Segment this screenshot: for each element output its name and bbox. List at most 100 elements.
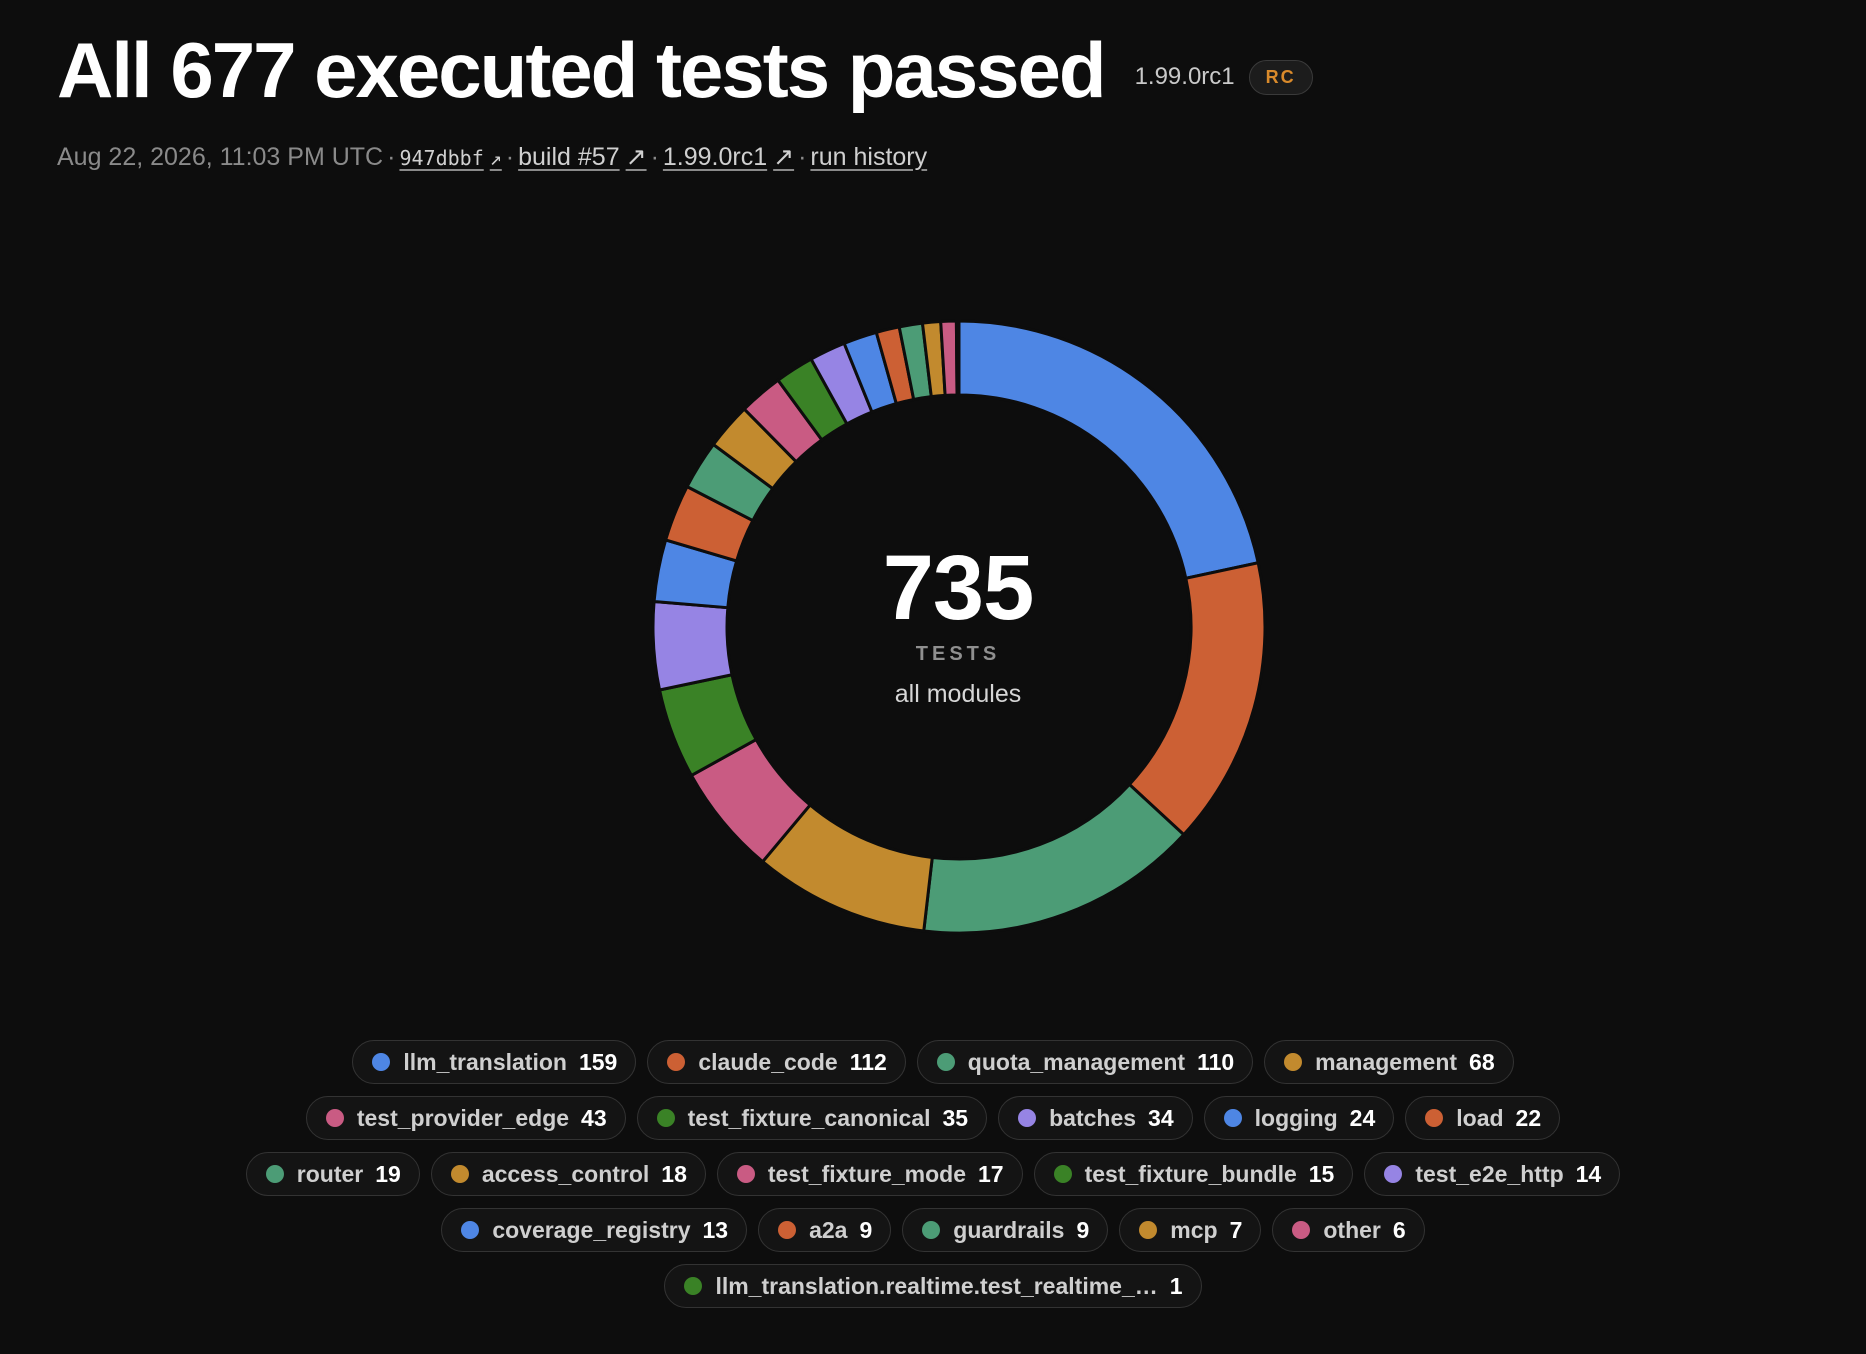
run-history-link[interactable]: run history [810, 143, 928, 171]
donut-segment-other[interactable] [939, 319, 959, 398]
legend-module-count: 9 [859, 1216, 873, 1243]
donut-segment-guardrails[interactable] [897, 321, 933, 402]
legend-row: coverage_registry 13 a2a 9 guardrails 9 mcp 7 ot… [441, 1208, 1425, 1252]
commit-link[interactable]: 947dbbf ↗ [399, 146, 501, 170]
legend-chip[interactable]: test_fixture_mode 17 [716, 1152, 1023, 1196]
donut-segment-access-control[interactable] [711, 406, 799, 491]
build-link[interactable]: build #57 ↗ [518, 142, 646, 172]
legend-module-name: mcp [1170, 1216, 1218, 1243]
commit-hash: 947dbbf [399, 146, 484, 170]
legend-module-count: 19 [375, 1160, 401, 1187]
legend-chip[interactable]: access_control 18 [430, 1152, 706, 1196]
legend-module-count: 17 [978, 1160, 1004, 1187]
version-label: 1.99.0rc1 [1134, 63, 1235, 90]
legend-chip[interactable]: test_e2e_http 14 [1364, 1152, 1621, 1196]
legend-color-dot [450, 1165, 469, 1183]
legend-module-count: 1 [1169, 1272, 1183, 1299]
legend-module-count: 43 [581, 1104, 607, 1131]
legend-color-dot [936, 1053, 955, 1071]
legend-color-dot [656, 1109, 675, 1127]
legend-module-count: 15 [1308, 1160, 1335, 1187]
legend-module-name: access_control [481, 1160, 650, 1187]
legend-chip[interactable]: test_fixture_bundle 15 [1033, 1152, 1354, 1196]
legend-module-count: 14 [1575, 1160, 1602, 1187]
donut-segment-load[interactable] [663, 484, 755, 563]
rc-badge: RC [1248, 59, 1313, 95]
legend-chip[interactable]: management 68 [1264, 1040, 1514, 1084]
legend-module-name: test_fixture_bundle [1084, 1160, 1297, 1187]
total-scope: all modules [894, 680, 1022, 708]
legend-chip[interactable]: quota_management 110 [916, 1040, 1254, 1084]
donut-segment-test-fixture-bundle[interactable] [775, 357, 849, 442]
legend-module-name: management [1315, 1048, 1458, 1075]
module-legend: llm_translation 159 claude_code 112 quota_ma… [200, 1040, 1666, 1308]
legend-color-dot [1139, 1221, 1158, 1239]
legend-module-count: 13 [702, 1216, 729, 1243]
legend-color-dot [461, 1221, 480, 1239]
legend-module-name: test_fixture_canonical [687, 1104, 931, 1131]
legend-color-dot [667, 1053, 686, 1071]
donut-segment-test-fixture-canonical[interactable] [657, 672, 759, 778]
page-title: All 677 executed tests passed [57, 26, 1107, 114]
legend-color-dot [736, 1165, 755, 1183]
legend-module-name: llm_translation.realtime.test_realtime_… [715, 1272, 1158, 1299]
legend-chip[interactable]: llm_translation.realtime.test_realtime_…… [664, 1264, 1202, 1308]
legend-chip[interactable]: llm_translation 159 [352, 1040, 637, 1084]
legend-module-name: guardrails [953, 1216, 1065, 1243]
donut-segment-batches[interactable] [651, 599, 734, 692]
legend-module-name: coverage_registry [492, 1216, 691, 1243]
release-label: 1.99.0rc1 [662, 143, 768, 171]
donut-segment-test-provider-edge[interactable] [689, 737, 813, 864]
legend-module-count: 9 [1076, 1216, 1090, 1243]
donut-segment-claude-code[interactable] [1127, 560, 1267, 837]
donut-segment-quota-management[interactable] [922, 782, 1186, 935]
legend-module-count: 34 [1148, 1104, 1174, 1131]
legend-module-name: test_e2e_http [1415, 1160, 1564, 1187]
legend-row: llm_translation 159 claude_code 112 quota_ma… [352, 1040, 1514, 1084]
legend-module-name: test_fixture_mode [767, 1160, 967, 1187]
legend-chip[interactable]: router 19 [245, 1152, 420, 1196]
legend-module-count: 18 [661, 1160, 687, 1187]
legend-module-name: other [1323, 1216, 1381, 1243]
legend-chip[interactable]: logging 24 [1203, 1096, 1395, 1140]
run-meta: Aug 22, 2026, 11:03 PM UTC · 947dbbf ↗ · … [57, 142, 927, 172]
legend-color-dot [265, 1165, 284, 1183]
legend-module-name: logging [1254, 1104, 1338, 1131]
donut-segment-test-fixture-mode[interactable] [742, 378, 824, 464]
donut-segment-router[interactable] [685, 442, 775, 523]
external-link-icon: ↗ [489, 146, 502, 170]
donut-segment-management[interactable] [760, 802, 934, 933]
legend-chip[interactable]: coverage_registry 13 [441, 1208, 748, 1252]
legend-module-count: 112 [849, 1048, 887, 1075]
legend-chip[interactable]: test_fixture_canonical 35 [636, 1096, 988, 1140]
legend-chip[interactable]: load 22 [1405, 1096, 1561, 1140]
donut-segment-llm-translation-realtime-test-realtime[interactable] [954, 319, 961, 397]
legend-module-name: test_provider_edge [356, 1104, 570, 1131]
donut-segment-coverage-registry[interactable] [842, 330, 899, 414]
legend-color-dot [1223, 1109, 1242, 1127]
meta-separator: · [650, 143, 659, 171]
legend-row: llm_translation.realtime.test_realtime_…… [664, 1264, 1202, 1308]
legend-module-count: 35 [942, 1104, 969, 1131]
legend-chip[interactable]: mcp 7 [1119, 1208, 1262, 1252]
legend-chip[interactable]: claude_code 112 [647, 1040, 906, 1084]
legend-chip[interactable]: test_provider_edge 43 [305, 1096, 626, 1140]
legend-row: router 19 access_control 18 test_fixture_mod… [245, 1152, 1621, 1196]
release-link[interactable]: 1.99.0rc1 ↗ [663, 142, 794, 172]
total-unit: TESTS [915, 643, 1001, 665]
legend-chip[interactable]: batches 34 [998, 1096, 1193, 1140]
donut-segment-logging[interactable] [652, 538, 739, 610]
legend-module-name: quota_management [967, 1048, 1186, 1075]
donut-segment-test-e2e-http[interactable] [809, 341, 874, 426]
legend-chip[interactable]: guardrails 9 [902, 1208, 1109, 1252]
external-link-icon: ↗ [773, 143, 795, 171]
meta-separator: · [798, 143, 807, 171]
legend-module-count: 24 [1349, 1104, 1376, 1131]
legend-color-dot [684, 1277, 703, 1295]
legend-chip[interactable]: a2a 9 [758, 1208, 892, 1252]
legend-chip[interactable]: other 6 [1272, 1208, 1425, 1252]
donut-segment-a2a[interactable] [874, 325, 916, 406]
donut-segment-mcp[interactable] [920, 319, 947, 399]
legend-color-dot [1018, 1109, 1037, 1127]
